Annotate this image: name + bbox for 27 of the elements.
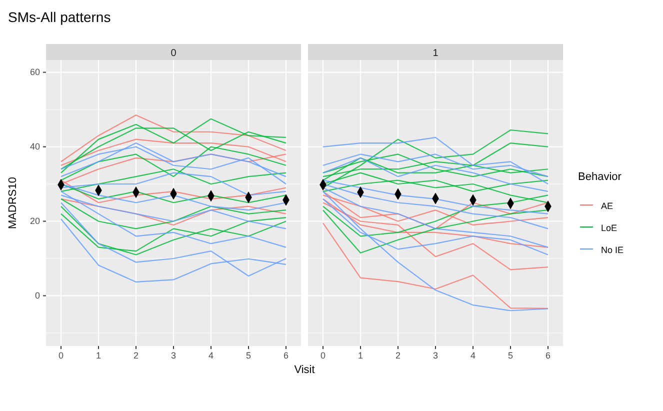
x-tick-label: 2 [395, 350, 401, 360]
x-tick-label: 4 [208, 350, 214, 360]
y-tick-label: 40 [30, 142, 40, 152]
x-tick-label: 6 [283, 350, 289, 360]
legend-label: LoE [601, 223, 618, 233]
x-tick-label: 5 [246, 350, 252, 360]
chart-subtitle: 0 [170, 48, 177, 59]
y-tick-label: 0 [34, 290, 40, 301]
y-axis-title: MADRS10 [7, 177, 19, 229]
x-tick-label: 1 [96, 350, 102, 360]
x-tick-label: 0 [58, 350, 64, 360]
x-tick-label: 5 [508, 350, 514, 360]
x-tick-label: 2 [133, 350, 139, 360]
chart-subtitle: 1 [432, 48, 439, 59]
x-tick-label: 3 [170, 350, 176, 360]
legend-label: AE [601, 201, 614, 211]
chart-title: SMs-All patterns [8, 9, 111, 25]
x-tick-label: 1 [358, 350, 364, 360]
x-tick-label: 0 [320, 350, 326, 360]
x-tick-label: 6 [545, 350, 551, 360]
legend-label: No IE [601, 245, 624, 255]
legend-title: Behavior [578, 171, 622, 183]
x-tick-label: 3 [432, 350, 438, 360]
y-tick-label: 20 [30, 216, 40, 226]
y-tick-label: 60 [30, 67, 40, 78]
x-tick-label: 4 [470, 350, 476, 360]
x-axis-title: Visit [294, 364, 315, 376]
